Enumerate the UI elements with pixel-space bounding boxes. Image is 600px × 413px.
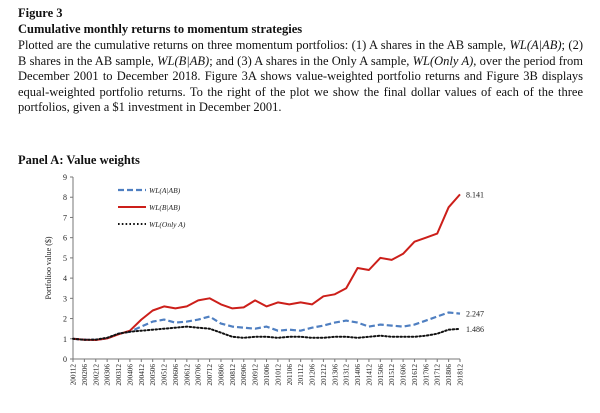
y-tick-label: 4 [63,274,67,283]
x-tick-label: 201312 [343,364,351,386]
description-segment: WL(Only A) [412,53,474,68]
x-tick-label: 200906 [240,364,248,386]
series-end-label: 8.141 [466,190,484,199]
y-tick-label: 6 [63,234,67,243]
x-tick-label: 200306 [104,364,112,386]
figure-title: Cumulative monthly returns to momentum s… [18,22,303,36]
x-tick-label: 201012 [274,364,282,386]
x-tick-label: 201606 [400,364,408,386]
y-tick-label: 2 [63,315,67,324]
description-segment: , over the period from December 2001 to … [18,53,583,115]
x-tick-label: 201812 [457,364,465,386]
x-tick-label: 201112 [297,364,305,385]
series-line-1 [72,193,461,341]
x-tick-label: 200412 [138,364,146,386]
x-tick-label: 201006 [263,364,271,386]
series-line-0 [72,311,461,341]
legend-label: WL(Only A) [149,220,186,229]
x-tick-label: 200706 [195,364,203,386]
legend-label: WL(A|AB) [149,186,181,195]
x-tick-label: 200406 [126,364,134,386]
y-tick-label: 0 [63,355,67,364]
series-end-label: 2.247 [466,310,484,319]
x-tick-label: 201212 [320,364,328,386]
description-segment: Plotted are the cumulative returns on th… [18,38,510,52]
description-segment: ; and (3) A shares in the Only A sample, [209,53,413,68]
x-tick-label: 200806 [217,364,225,386]
y-axis-label: Portfolioo value ($) [44,236,53,299]
x-tick-label: 200506 [149,364,157,386]
description-segment: ; (2) B shares in the AB sample, [18,38,583,68]
x-tick-label: 200612 [183,364,191,386]
panel-title: Panel A: Value weights [18,153,140,167]
figure-caption: Figure 3 Cumulative monthly returns to m… [18,6,583,116]
x-tick-label: 200606 [172,364,180,386]
x-tick-label: 201706 [422,364,430,386]
x-tick-label: 201412 [365,364,373,386]
x-tick-label: 201406 [354,364,362,386]
y-tick-label: 7 [63,213,67,222]
y-tick-label: 8 [63,193,67,202]
x-tick-label: 200206 [81,364,89,386]
figure-label: Figure 3 [18,6,63,20]
chart-legend: WL(A|AB) WL(B|AB) WL(Only A) [118,186,186,229]
series-line-2 [72,325,461,341]
description-segment: WL(B|AB) [157,53,210,68]
x-tick-label: 201712 [434,364,442,386]
x-tick-label: 200912 [252,364,260,386]
x-tick-label: 200312 [115,364,123,386]
description-segment: WL(A|AB) [509,38,562,52]
x-tick-label: 200212 [92,364,100,386]
y-tick-label: 1 [63,335,67,344]
x-tick-label: 200812 [229,364,237,386]
x-tick-label: 200512 [161,364,169,386]
x-tick-label: 201506 [377,364,385,386]
figure-description: Plotted are the cumulative returns on th… [18,38,583,116]
x-tick-label: 201512 [388,364,396,386]
x-tick-label: 200712 [206,364,214,386]
y-tick-label: 5 [63,254,67,263]
x-tick-label: 201106 [286,364,294,386]
x-tick-label: 201612 [411,364,419,386]
chart-series: 2.247 8.141 1.486 [72,190,484,341]
y-tick-label: 3 [63,294,67,303]
x-tick-label: 201206 [309,364,317,386]
series-end-label: 1.486 [466,325,484,334]
x-tick-label: 201806 [445,364,453,386]
x-tick-label: 201306 [331,364,339,386]
y-tick-label: 9 [63,173,67,182]
x-tick-label: 200112 [70,364,78,386]
legend-label: WL(B|AB) [149,203,181,212]
